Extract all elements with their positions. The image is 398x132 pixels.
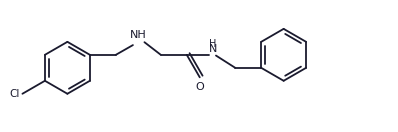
Text: O: O: [195, 82, 204, 92]
Text: Cl: Cl: [10, 89, 20, 99]
Text: NH: NH: [130, 30, 147, 40]
Text: N: N: [209, 44, 217, 54]
Text: H: H: [209, 39, 217, 49]
